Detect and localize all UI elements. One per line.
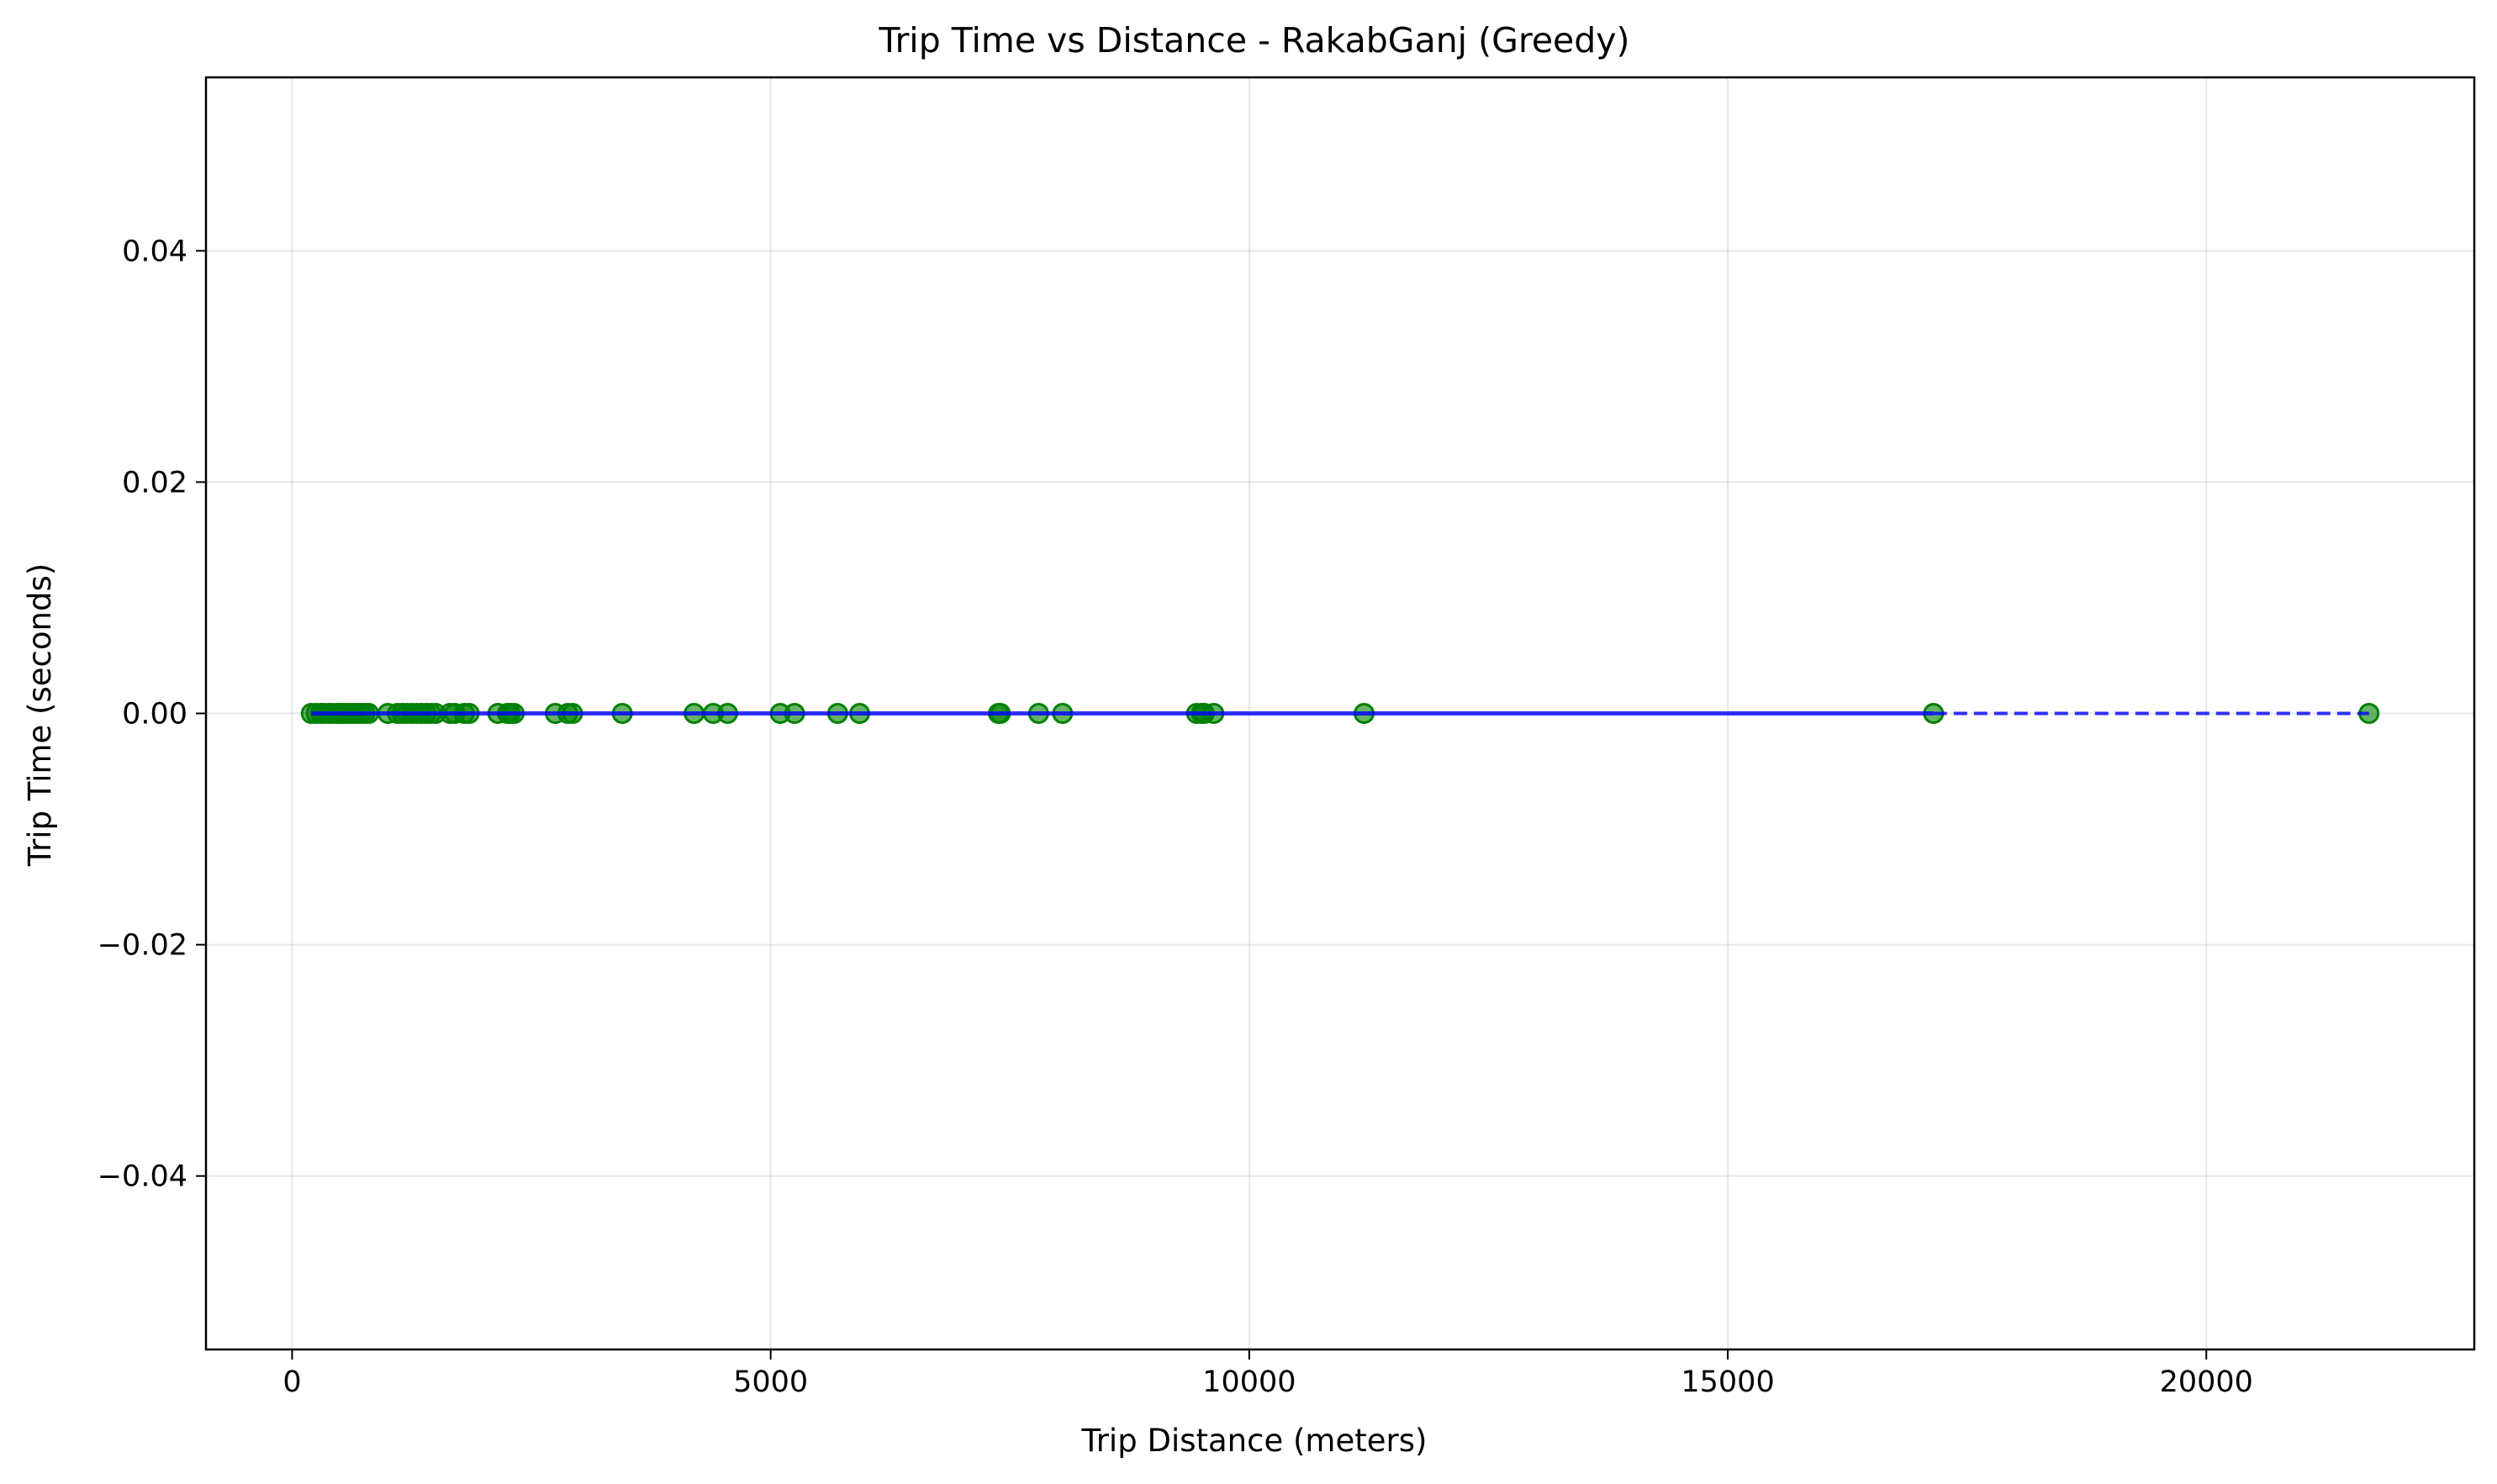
y-tick-label: 0.02 [122, 466, 187, 499]
plot-frame [204, 76, 2476, 1351]
x-tick-label: 5000 [733, 1365, 808, 1399]
x-tick-label: 10000 [1202, 1365, 1296, 1399]
chart-title: Trip Time vs Distance - RakabGanj (Greed… [878, 20, 1629, 61]
y-tick-label: 0.00 [122, 698, 187, 731]
x-tick-label: 20000 [2160, 1365, 2253, 1399]
x-tick-label: 15000 [1681, 1365, 1774, 1399]
x-axis-label: Trip Distance (meters) [1081, 1423, 1428, 1459]
y-tick-label: −0.02 [98, 929, 187, 963]
plot-area: 0 5000 10000 15000 20000 0.04 0.02 0.00 −0.02 −0.… [98, 76, 2476, 1399]
x-tick-label: 0 [282, 1365, 301, 1399]
y-axis-label: Trip Time (seconds) [22, 563, 58, 867]
y-tick-label: 0.04 [122, 235, 187, 268]
y-tick-label: −0.04 [98, 1160, 187, 1194]
